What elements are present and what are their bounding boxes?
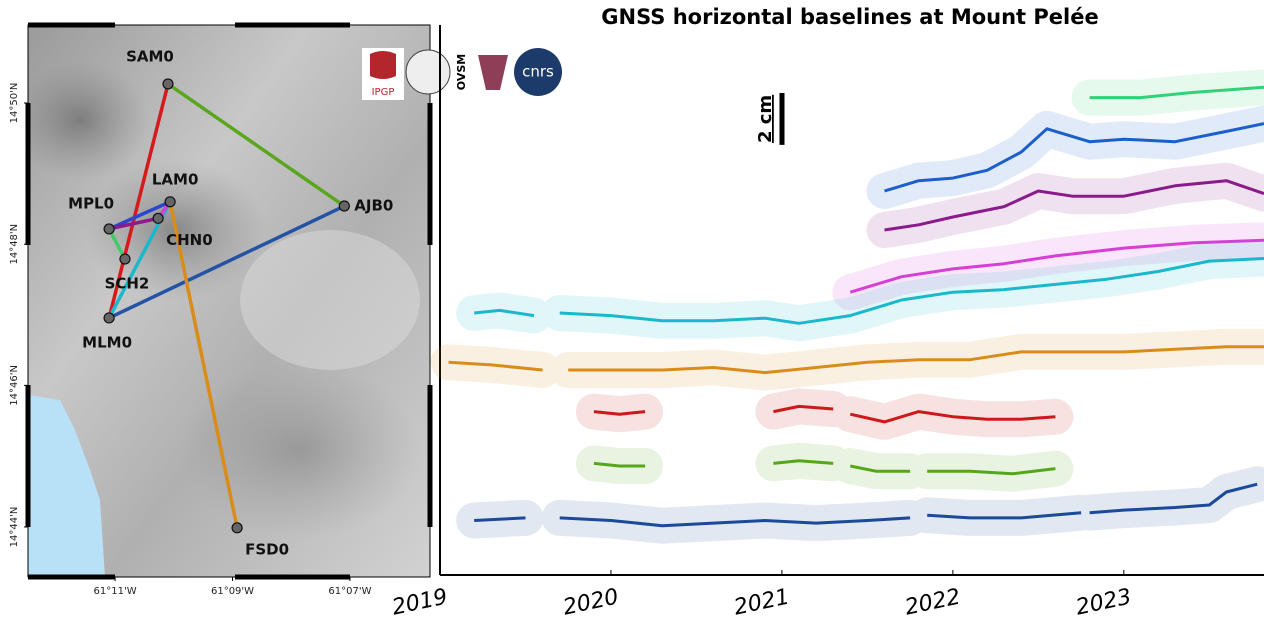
map-frame — [25, 22, 433, 580]
x-tick-label: 2022 — [903, 584, 963, 620]
y-tick-label: 14°48'N — [9, 224, 20, 265]
logo-text: cnrs — [522, 63, 554, 81]
station-label: AJB0 — [354, 197, 393, 215]
logos: IPGP OVSM cnrs — [362, 48, 562, 100]
series-line — [849, 238, 1264, 294]
x-tick-label: 61°07'W — [328, 586, 371, 597]
station — [231, 522, 243, 534]
baseline — [107, 228, 127, 260]
station-label: SAM0 — [126, 47, 174, 65]
baseline — [168, 201, 239, 529]
series-line — [1089, 85, 1264, 100]
series-line — [474, 257, 1264, 325]
series-line — [474, 482, 1258, 528]
x-tick-label: 2020 — [561, 584, 621, 620]
scale-bar-label: 2 cm — [755, 95, 776, 143]
station-label: MPL0 — [68, 194, 114, 212]
station-label: SCH2 — [105, 275, 150, 293]
logo-text: IPGP — [372, 87, 395, 98]
x-tick-label: 61°11'W — [94, 586, 137, 597]
baseline — [108, 216, 159, 231]
station-label: LAM0 — [152, 170, 199, 188]
station-label: CHN0 — [166, 231, 213, 249]
station — [164, 196, 176, 208]
station-label: MLM0 — [82, 333, 132, 351]
x-tick-label: 2019 — [390, 584, 450, 620]
series-line — [593, 459, 1056, 476]
time-series: GNSS horizontal baselines at Mount Pelée… — [390, 5, 1264, 621]
y-tick-label: 14°44'N — [9, 507, 20, 548]
x-tick-label: 2023 — [1074, 584, 1134, 620]
baseline — [108, 200, 171, 231]
baseline — [107, 83, 170, 319]
series-line — [884, 122, 1264, 193]
station — [162, 78, 174, 90]
station — [103, 223, 115, 235]
logo-text: OVSM — [455, 54, 468, 90]
station — [152, 212, 164, 224]
x-tick-label: 2021 — [732, 584, 792, 620]
series-line — [884, 179, 1264, 232]
station — [338, 200, 350, 212]
station-label: FSD0 — [245, 540, 289, 558]
x-tick-label: 61°09'W — [211, 586, 254, 597]
baseline — [108, 204, 346, 320]
map-panel: IPGP OVSM cnrs 61°11'W 61°09'W 61°07'W 14°4… — [9, 22, 562, 597]
relief — [28, 25, 430, 577]
chart-title: GNSS horizontal baselines at Mount Pelée — [601, 5, 1098, 29]
baseline — [166, 82, 346, 208]
y-tick-label: 14°50'N — [9, 83, 20, 124]
station — [103, 312, 115, 324]
series-line — [448, 345, 1264, 375]
y-tick-label: 14°46'N — [9, 365, 20, 406]
series-line — [593, 404, 1056, 424]
station — [119, 253, 131, 265]
